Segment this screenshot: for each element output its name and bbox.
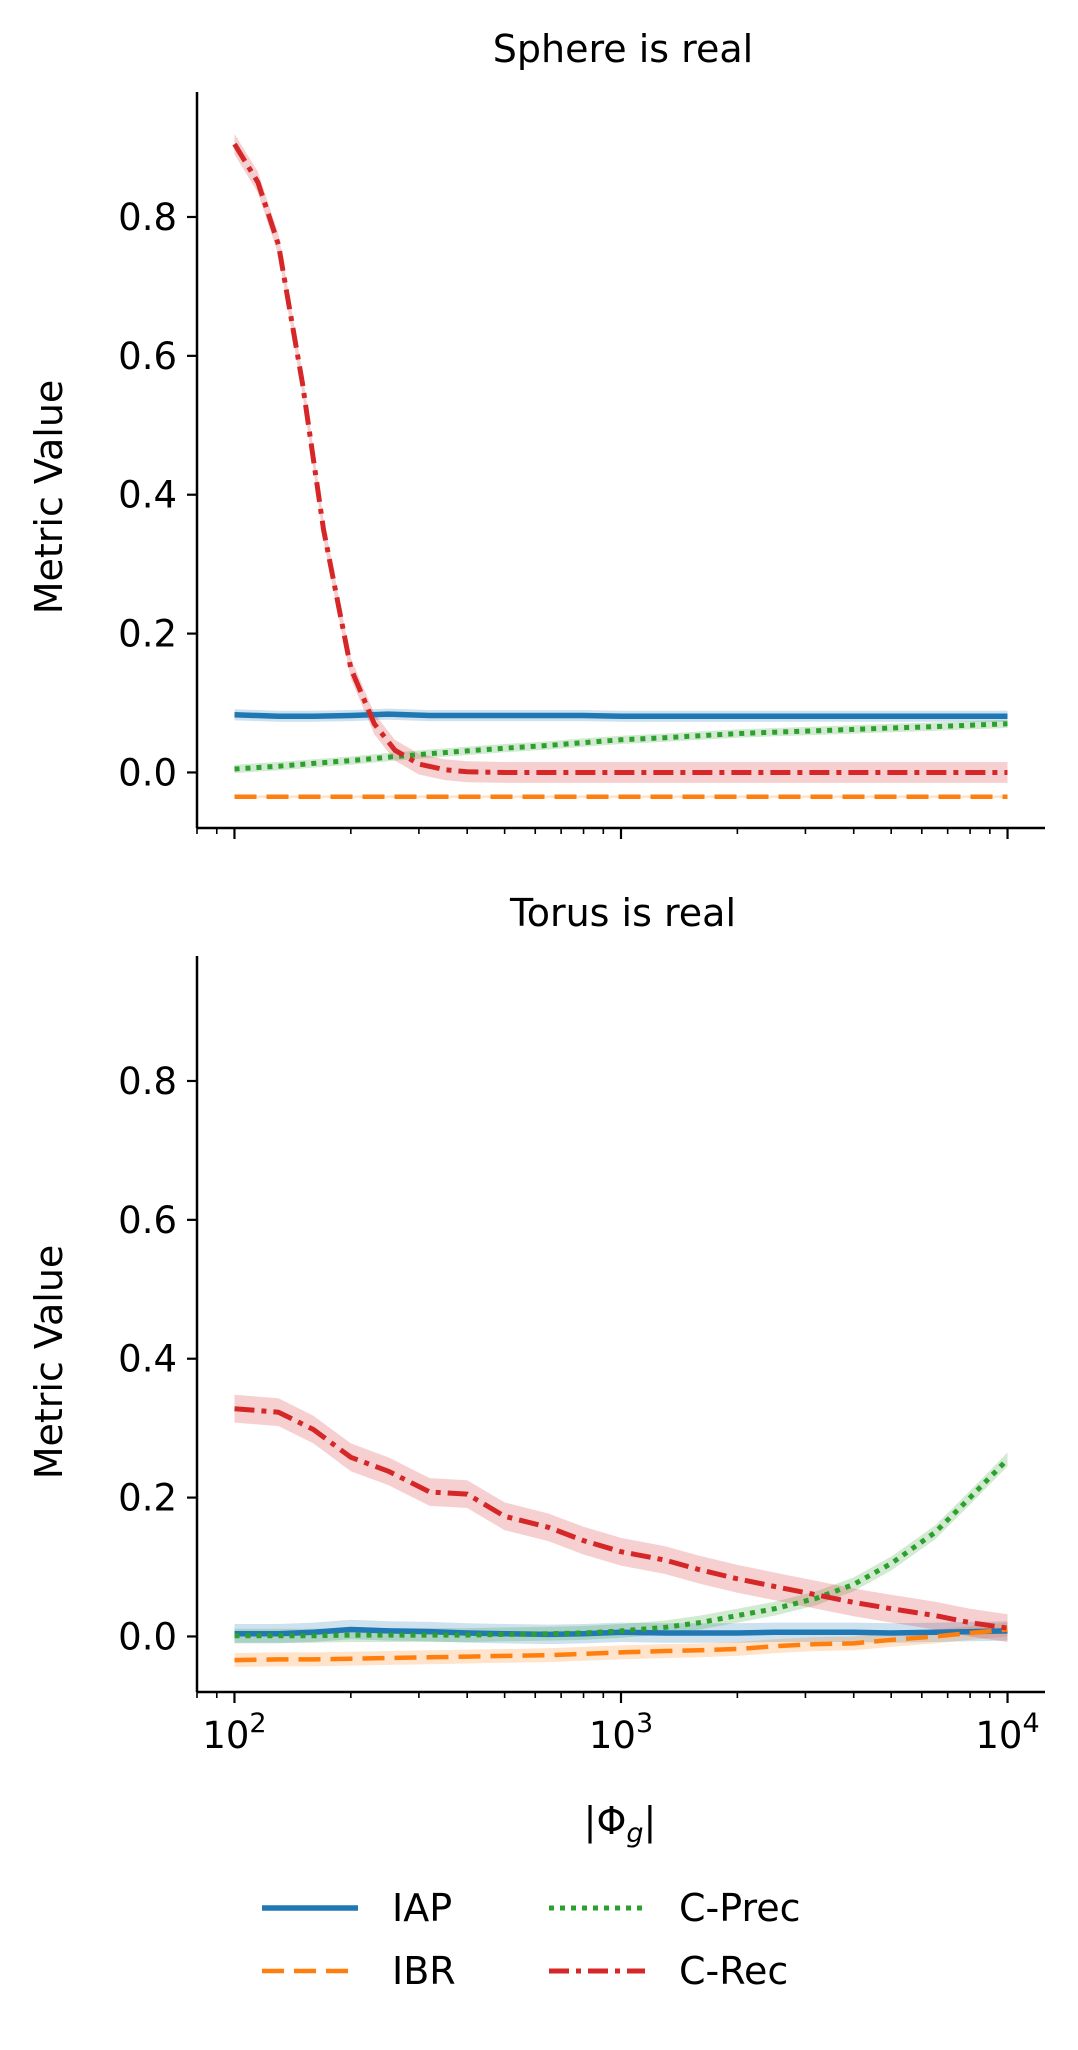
y-tick-label: 0.6 [118,335,177,378]
legend: IAP C-Prec IBR C-Rec [262,1886,801,1993]
panel-title-torus: Torus is real [509,891,736,935]
x-tick-label: 103 [589,1708,653,1757]
band-c-rec-torus [234,1394,1008,1642]
band-c-rec-sphere [234,133,1008,783]
legend-label-iap: IAP [392,1886,452,1930]
panel-title-sphere: Sphere is real [493,27,753,71]
y-tick-label: 0.6 [118,1199,177,1242]
band-c-prec-torus [234,1452,1008,1643]
y-tick-label: 0.0 [118,751,177,794]
y-axis-label-torus: Metric Value [27,1245,71,1480]
y-tick-label: 0.0 [118,1615,177,1658]
legend-label-c-prec: C-Prec [679,1886,801,1930]
panel-torus: Torus is real Metric Value |Φg| 0.0 0.2 0.… [27,891,1045,1849]
x-tick-label: 104 [975,1708,1039,1757]
x-tick-label: 102 [202,1708,266,1757]
legend-label-ibr: IBR [392,1949,456,1993]
y-tick-label: 0.4 [118,474,177,517]
series-line-c-rec-torus [234,1406,1008,1631]
y-tick-label: 0.4 [118,1338,177,1381]
y-axis-label-sphere: Metric Value [27,380,71,615]
x-axis-label: |Φg| [584,1799,657,1849]
series-line-iap-sphere [234,711,1008,719]
legend-label-c-rec: C-Rec [679,1949,788,1993]
series-line-c-rec-sphere [232,142,1008,775]
y-tick-label: 0.8 [118,1060,177,1103]
y-tick-label: 0.2 [118,1477,177,1520]
series-line-c-prec-sphere [234,721,1008,772]
series-line-c-prec-torus [234,1457,1010,1639]
y-tick-label: 0.2 [118,613,177,656]
y-tick-label: 0.8 [118,196,177,239]
series-line-ibr-torus [234,1627,1008,1663]
panel-sphere: Sphere is real Metric Value 0.0 0.2 0.4 0.6… [27,27,1045,839]
band-c-prec-sphere [234,719,1008,774]
